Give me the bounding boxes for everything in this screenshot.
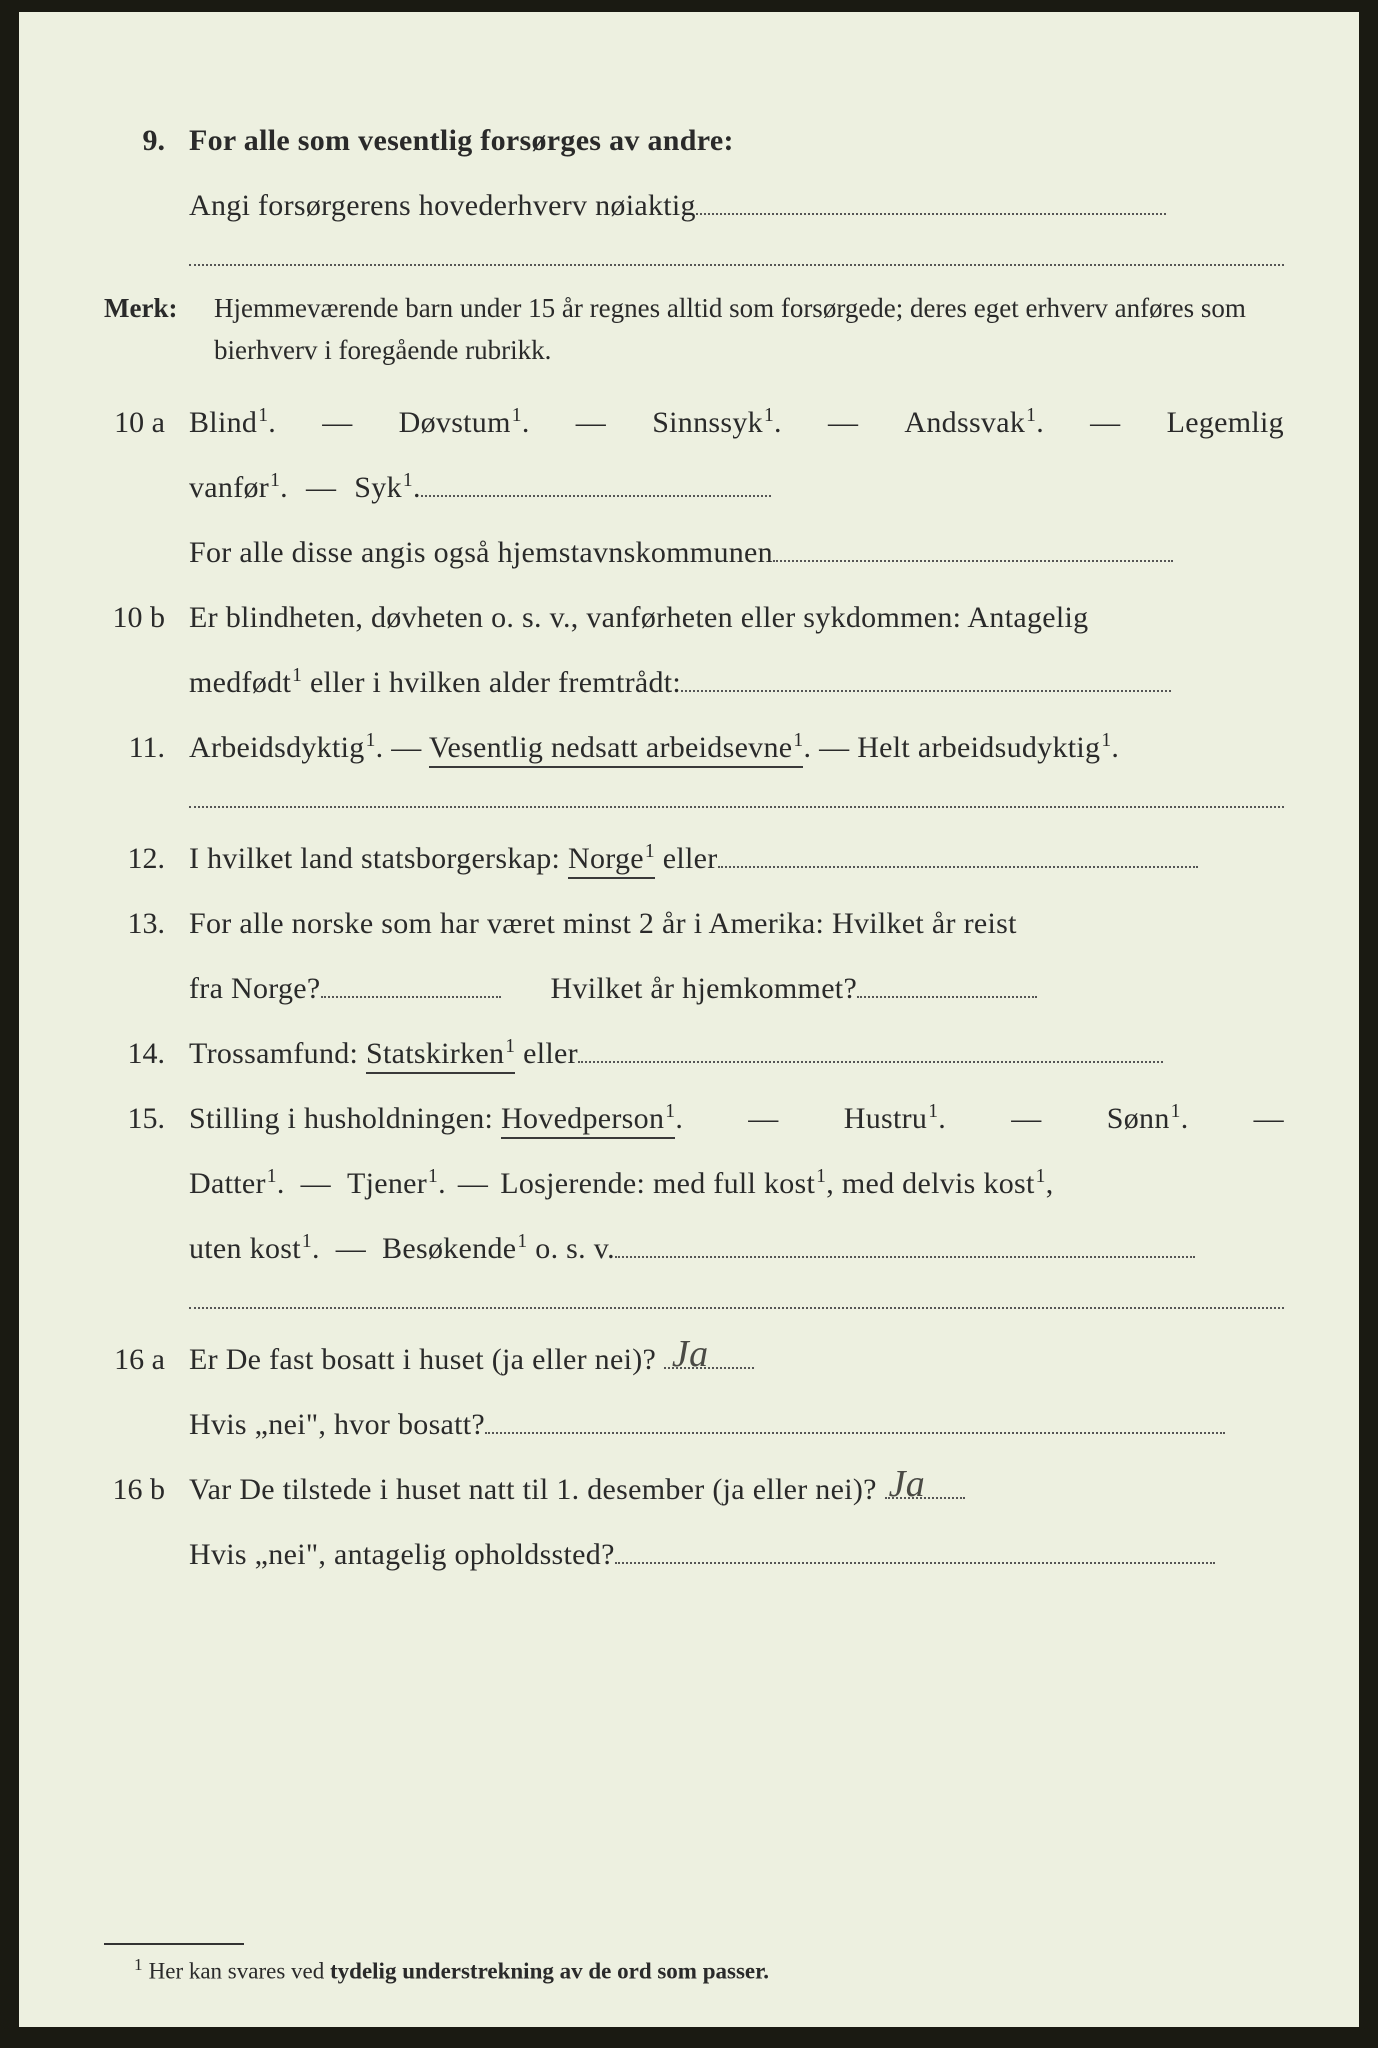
opt-norge[interactable]: Norge1 [568, 842, 655, 879]
q13-text1: For alle norske som har været minst 2 år… [189, 895, 1284, 952]
q13-line2: fra Norge?Hvilket år hjemkommet? [94, 960, 1284, 1017]
q14-line: 14. Trossamfund: Statskirken1 eller [94, 1025, 1284, 1082]
q10a-number: 10 a [94, 394, 189, 451]
q16b-hvis-blank[interactable] [615, 1535, 1215, 1564]
opt-losjerende-delvis[interactable]: , med delvis kost [826, 1167, 1034, 1200]
footnote: 1Her kan svares ved tydelig understrekni… [134, 1955, 1284, 1985]
q12-blank[interactable] [718, 839, 1198, 868]
opt-vanfor[interactable]: vanfør [189, 471, 269, 504]
opt-hovedperson[interactable]: Hovedperson1 [501, 1102, 675, 1139]
opt-sinnssyk[interactable]: Sinnssyk [652, 406, 763, 439]
q15-line2: Datter1.—Tjener1.—Losjerende: med full k… [94, 1155, 1284, 1212]
q9-blank[interactable] [696, 187, 1166, 216]
q14-number: 14. [94, 1025, 189, 1082]
opt-blind[interactable]: Blind [189, 406, 257, 439]
q10b-blank[interactable] [681, 663, 1171, 692]
q15-line1: 15. Stilling i husholdningen: Hovedperso… [94, 1090, 1284, 1147]
q11-number: 11. [94, 719, 189, 776]
q16a-question: Er De fast bosatt i huset (ja eller nei)… [189, 1343, 664, 1376]
opt-datter[interactable]: Datter [189, 1167, 266, 1200]
q9-line2: Angi forsørgerens hovederhverv nøiaktig [94, 177, 1284, 234]
opt-medfodt[interactable]: medfødt [189, 666, 291, 699]
q16b-answer-blank[interactable]: Ja [885, 1470, 965, 1499]
q10a-hjemstavn-blank[interactable] [773, 533, 1173, 562]
q11-extra-line[interactable] [189, 798, 1284, 808]
opt-legemlig-pre: Legemlig [1167, 394, 1284, 451]
q10b-number: 10 b [94, 589, 189, 646]
opt-nedsatt-arbeidsevne[interactable]: Vesentlig nedsatt arbeidsevne1 [429, 731, 804, 768]
merk-text: Hjemmeværende barn under 15 år regnes al… [214, 288, 1284, 372]
q15-line3: uten kost1.—Besøkende1 o. s. v. [94, 1220, 1284, 1277]
footnote-rule [104, 1943, 244, 1945]
census-form-page: 9. For alle som vesentlig forsørges av a… [19, 12, 1359, 2027]
q16a-line2: Hvis „nei", hvor bosatt? [94, 1396, 1284, 1453]
opt-arbeidsudyktig[interactable]: Helt arbeidsudyktig [857, 731, 1100, 764]
merk-row: Merk: Hjemmeværende barn under 15 år reg… [94, 288, 1284, 372]
q15-number: 15. [94, 1090, 189, 1147]
opt-hustru[interactable]: Hustru [844, 1102, 927, 1135]
q9-prompt: Angi forsørgerens hovederhverv nøiaktig [189, 189, 696, 222]
opt-besokende[interactable]: Besøkende [382, 1232, 516, 1265]
q14-blank[interactable] [578, 1034, 1163, 1063]
q9-number: 9. [94, 112, 189, 169]
q10b-line1: 10 b Er blindheten, døvheten o. s. v., v… [94, 589, 1284, 646]
q13-blank-a[interactable] [321, 969, 501, 998]
q9-heading: For alle som vesentlig forsørges av andr… [189, 112, 1284, 169]
q16a-line1: 16 a Er De fast bosatt i huset (ja eller… [94, 1331, 1284, 1388]
q10a-line1: 10 a Blind1. — Døvstum1. — Sinnssyk1. — … [94, 394, 1284, 451]
q10a-hjemstavn: For alle disse angis også hjemstavnskomm… [189, 536, 773, 569]
q10a-line2: vanfør1.—Syk1. [94, 459, 1284, 516]
q16b-question: Var De tilstede i huset natt til 1. dese… [189, 1473, 885, 1506]
q13-number: 13. [94, 895, 189, 952]
q10b-text1: Er blindheten, døvheten o. s. v., vanfør… [189, 589, 1284, 646]
q15-extra-line[interactable] [189, 1299, 1284, 1309]
opt-sonn[interactable]: Sønn [1107, 1102, 1170, 1135]
q16a-hvis-blank[interactable] [485, 1405, 1225, 1434]
q10a-syk-blank[interactable] [421, 468, 771, 497]
q16b-line2: Hvis „nei", antagelig opholdssted? [94, 1526, 1284, 1583]
opt-tjener[interactable]: Tjener [347, 1167, 427, 1200]
opt-andssvak[interactable]: Andssvak [904, 406, 1025, 439]
q16a-answer: Ja [672, 1318, 708, 1390]
q16b-number: 16 b [94, 1461, 189, 1518]
q9-line1: 9. For alle som vesentlig forsørges av a… [94, 112, 1284, 169]
q15-blank[interactable] [615, 1229, 1195, 1258]
q12-line: 12. I hvilket land statsborgerskap: Norg… [94, 830, 1284, 887]
opt-dovstum[interactable]: Døvstum [399, 406, 511, 439]
q13-blank-b[interactable] [857, 969, 1037, 998]
merk-label: Merk: [94, 288, 214, 330]
q16a-answer-blank[interactable]: Ja [664, 1340, 754, 1369]
opt-losjerende-full[interactable]: Losjerende: med full kost [500, 1167, 815, 1200]
q16b-line1: 16 b Var De tilstede i huset natt til 1.… [94, 1461, 1284, 1518]
q11-line: 11. Arbeidsdyktig1. — Vesentlig nedsatt … [94, 719, 1284, 776]
opt-syk[interactable]: Syk [354, 471, 402, 504]
opt-arbeidsdyktig[interactable]: Arbeidsdyktig [189, 731, 365, 764]
opt-uten-kost[interactable]: uten kost [189, 1232, 301, 1265]
q9-extra-line[interactable] [189, 256, 1284, 266]
q12-number: 12. [94, 830, 189, 887]
q10a-line3: For alle disse angis også hjemstavnskomm… [94, 524, 1284, 581]
opt-statskirken[interactable]: Statskirken1 [366, 1037, 515, 1074]
q13-line1: 13. For alle norske som har været minst … [94, 895, 1284, 952]
q16a-number: 16 a [94, 1331, 189, 1388]
q16b-answer: Ja [889, 1448, 925, 1520]
q10b-line2: medfødt1 eller i hvilken alder fremtrådt… [94, 654, 1284, 711]
